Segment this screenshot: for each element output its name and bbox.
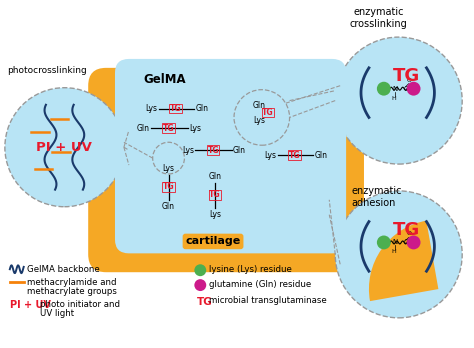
Text: photocrosslinking: photocrosslinking xyxy=(7,66,87,75)
Text: TG: TG xyxy=(208,146,219,155)
Circle shape xyxy=(335,191,462,318)
Text: GelMA: GelMA xyxy=(144,73,186,86)
Circle shape xyxy=(407,236,420,250)
Text: Gln: Gln xyxy=(162,202,175,211)
Text: Lys: Lys xyxy=(253,116,265,125)
Text: Lys: Lys xyxy=(163,164,174,173)
Text: H: H xyxy=(392,96,396,101)
Text: TG: TG xyxy=(163,182,174,191)
Text: Lys: Lys xyxy=(190,124,201,133)
Text: Lys: Lys xyxy=(146,104,158,113)
Text: TG: TG xyxy=(262,108,273,117)
Text: N: N xyxy=(392,86,397,92)
Text: TG: TG xyxy=(170,104,182,113)
FancyBboxPatch shape xyxy=(88,68,364,272)
Text: Gln: Gln xyxy=(209,172,222,181)
Text: glutamine (Gln) residue: glutamine (Gln) residue xyxy=(209,279,311,288)
Circle shape xyxy=(5,88,124,207)
Wedge shape xyxy=(369,221,438,301)
Text: TG: TG xyxy=(210,190,221,199)
FancyBboxPatch shape xyxy=(115,59,346,253)
Text: Gln: Gln xyxy=(233,146,246,155)
Text: crosslinking: crosslinking xyxy=(350,19,408,29)
Circle shape xyxy=(407,82,420,96)
Text: Gln: Gln xyxy=(253,101,266,110)
Text: C: C xyxy=(403,239,408,245)
Text: Lys: Lys xyxy=(209,210,221,219)
Text: TG: TG xyxy=(197,297,213,307)
Text: PI + UV: PI + UV xyxy=(10,300,51,310)
Text: photo initiator and: photo initiator and xyxy=(40,300,119,309)
Text: C: C xyxy=(403,86,408,92)
Text: H: H xyxy=(392,250,396,254)
Text: microbial transglutaminase: microbial transglutaminase xyxy=(209,296,327,306)
Text: TG: TG xyxy=(393,221,420,238)
Text: Gln: Gln xyxy=(314,151,328,160)
Text: O: O xyxy=(407,231,412,237)
Text: TG: TG xyxy=(163,124,174,133)
Text: GelMA backbone: GelMA backbone xyxy=(27,265,100,274)
Text: PI + UV: PI + UV xyxy=(36,141,92,154)
Text: lysine (Lys) residue: lysine (Lys) residue xyxy=(209,265,292,274)
Text: cartilage: cartilage xyxy=(185,236,241,246)
Text: methacrylate groups: methacrylate groups xyxy=(27,286,117,295)
Text: N: N xyxy=(392,239,397,245)
Text: methacrylamide and: methacrylamide and xyxy=(27,278,116,287)
Circle shape xyxy=(377,236,391,250)
Text: UV light: UV light xyxy=(40,309,74,318)
Text: Lys: Lys xyxy=(182,146,194,155)
Text: enzymatic: enzymatic xyxy=(354,7,404,17)
Text: O: O xyxy=(407,78,412,83)
Text: Gln: Gln xyxy=(137,124,150,133)
Circle shape xyxy=(194,264,206,276)
Circle shape xyxy=(377,82,391,96)
Circle shape xyxy=(194,279,206,291)
Text: Lys: Lys xyxy=(264,151,277,160)
Text: TG: TG xyxy=(393,67,420,85)
Circle shape xyxy=(335,37,462,164)
Text: TG: TG xyxy=(289,151,301,160)
Text: adhesion: adhesion xyxy=(351,198,395,208)
Text: enzymatic: enzymatic xyxy=(351,186,401,196)
Text: Gln: Gln xyxy=(195,104,209,113)
